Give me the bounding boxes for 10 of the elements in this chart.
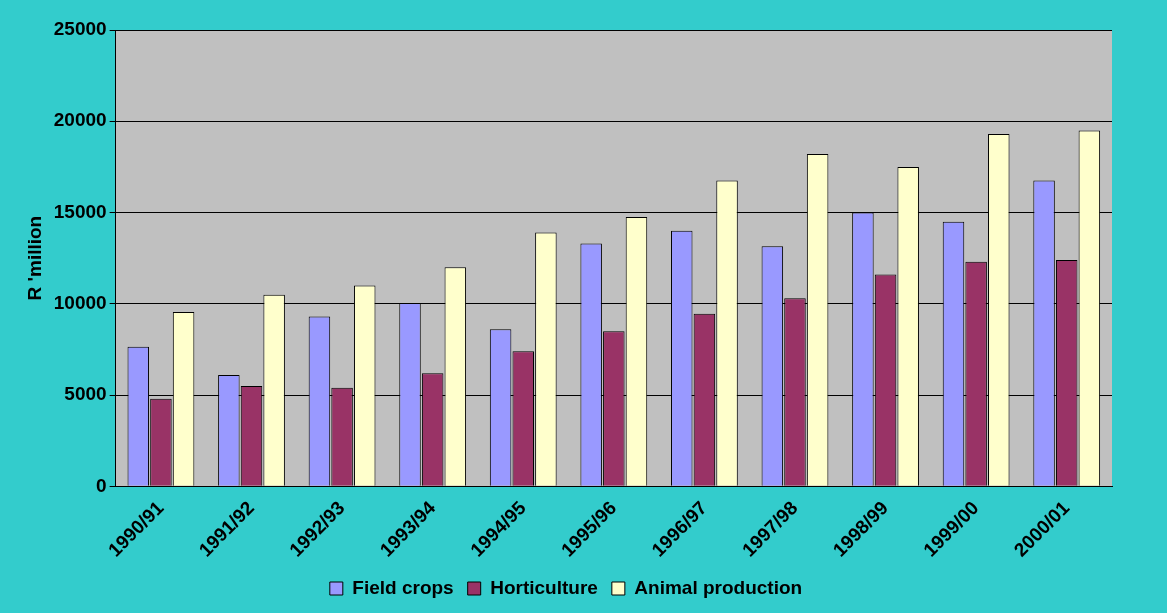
y-tick-label: 0 [96, 474, 107, 496]
legend-label: Animal production [634, 576, 803, 598]
y-tick-label: 25000 [53, 18, 107, 40]
legend-label: Field crops [352, 576, 454, 598]
y-tick-label: 15000 [53, 200, 107, 222]
legend-label: Horticulture [490, 576, 598, 598]
y-tick-label: 20000 [53, 109, 107, 131]
y-tick-label: 5000 [64, 383, 107, 405]
y-axis-title: R 'million [23, 215, 45, 301]
y-tick-label: 10000 [53, 292, 107, 314]
